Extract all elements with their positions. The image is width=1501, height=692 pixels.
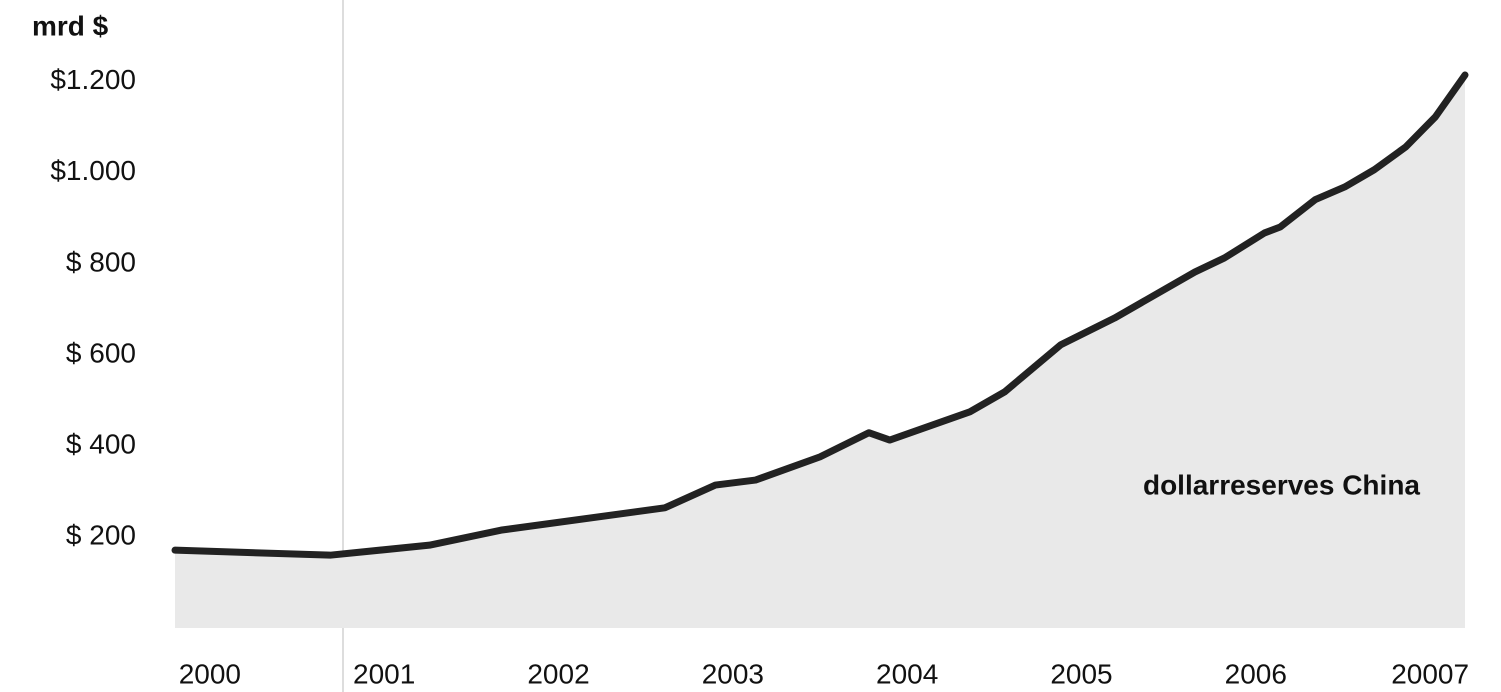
x-tick-label: 2001 <box>353 658 415 689</box>
x-tick-label: 2005 <box>1050 658 1112 689</box>
x-tick-label: 20007 <box>1391 658 1469 689</box>
x-tick-label: 2006 <box>1225 658 1287 689</box>
x-tick-label: 2000 <box>179 658 241 689</box>
area <box>175 74 1465 628</box>
y-tick-label: $ 200 <box>66 519 136 550</box>
annotation: dollarreserves China <box>1143 469 1420 500</box>
line <box>171 71 1469 559</box>
x-tick-label: 2004 <box>876 658 938 689</box>
y-tick-label: $ 400 <box>66 428 136 459</box>
y-unit-label: mrd $ <box>32 10 109 41</box>
x-tick-label: 2003 <box>702 658 764 689</box>
y-tick-label: $1.000 <box>50 155 136 186</box>
x-tick-label: 2002 <box>527 658 589 689</box>
y-tick-label: $ 800 <box>66 246 136 277</box>
y-tick-label: $1.200 <box>50 64 136 95</box>
y-tick-label: $ 600 <box>66 337 136 368</box>
